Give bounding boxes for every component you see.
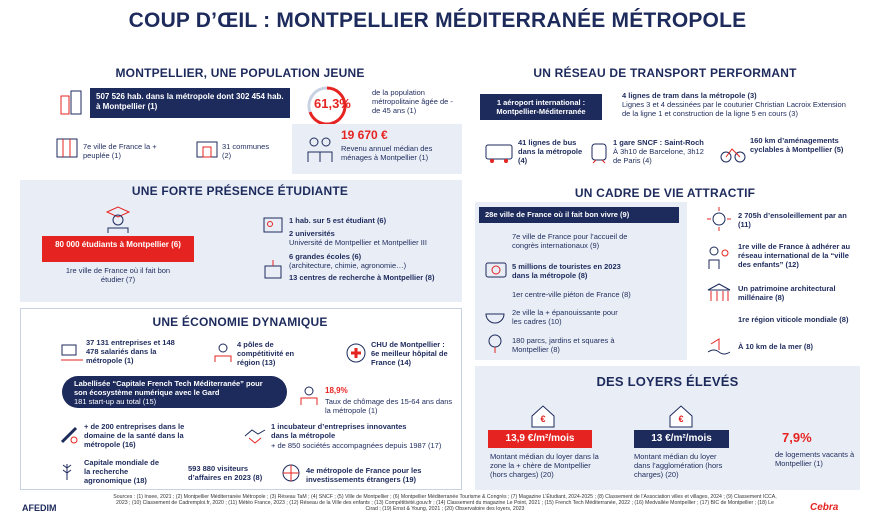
panel bbox=[475, 202, 687, 360]
item-sub: À 3h10 de Barcelone, 3h12 de Paris (4) bbox=[613, 147, 704, 165]
panel-frame bbox=[20, 308, 462, 490]
item: 180 parcs, jardins et squares à Montpell… bbox=[512, 336, 615, 354]
item: Capitale mondiale de la recherche agrono… bbox=[84, 458, 160, 485]
item: 1 gare SNCF : Saint-Roch bbox=[613, 138, 704, 147]
item: 2 universités bbox=[289, 229, 335, 238]
item-sub: Lignes 3 et 4 dessinées par le couturier… bbox=[622, 100, 846, 118]
section-title: UN RÉSEAU DE TRANSPORT PERFORMANT bbox=[533, 66, 797, 80]
item: 41 lignes de bus dans la métropole (4) bbox=[518, 138, 583, 165]
icon-monument bbox=[707, 283, 731, 301]
highlight: 28e ville de France où il fait bon vivre… bbox=[479, 207, 679, 223]
stat-value: 61,3% bbox=[314, 96, 351, 111]
icon-bike bbox=[720, 148, 746, 163]
item: 4 pôles de compétitivité en région (13) bbox=[237, 340, 295, 367]
label: Labellisée “Capitale French Tech Méditer… bbox=[74, 379, 263, 397]
item: Un patrimoine architectural millénaire (… bbox=[738, 284, 836, 302]
icon-id bbox=[263, 217, 283, 233]
item: 37 131 entreprises et 148 478 salariés d… bbox=[86, 338, 175, 365]
icon-handshake bbox=[244, 429, 266, 444]
item: + de 200 entreprises dans le domaine de … bbox=[84, 422, 185, 449]
item: 1 hab. sur 5 est étudiant (6) bbox=[289, 216, 387, 225]
icon-student bbox=[105, 206, 131, 233]
icon-people bbox=[214, 343, 232, 362]
icon-globe bbox=[282, 464, 300, 482]
icon-wheat bbox=[62, 464, 72, 480]
section-title: UNE ÉCONOMIE DYNAMIQUE bbox=[152, 315, 328, 329]
section-title: UNE FORTE PRÉSENCE ÉTUDIANTE bbox=[131, 184, 349, 198]
section-title: DES LOYERS ÉLEVÉS bbox=[596, 374, 739, 389]
item: 6 grandes écoles (6) bbox=[289, 252, 362, 261]
icon-house: € bbox=[531, 405, 555, 428]
stat-value: 18,9% bbox=[325, 386, 348, 395]
icon-bus bbox=[485, 144, 513, 163]
stat-text: 1re ville de France où il fait bon étudi… bbox=[65, 266, 171, 284]
section-title: MONTPELLIER, UNE POPULATION JEUNE bbox=[115, 66, 365, 80]
item: 593 880 visiteurs d’affaires en 2023 (8) bbox=[188, 464, 263, 482]
icon-map bbox=[56, 138, 78, 158]
item: 1re ville de France à adhérer au réseau … bbox=[738, 242, 851, 269]
stat-text: de la population métropolitaine âgée de … bbox=[372, 88, 453, 115]
icon-buildings bbox=[196, 141, 218, 158]
item: 4e métropole de France pour les investis… bbox=[306, 466, 422, 484]
item: 1 incubateur d’entreprises innovantes da… bbox=[271, 422, 407, 440]
item: (architecture, chimie, agronomie…) bbox=[289, 261, 407, 270]
section-title: UN CADRE DE VIE ATTRACTIF bbox=[574, 186, 756, 200]
rent-value: 7,9% bbox=[782, 430, 812, 445]
item: 2e ville la + épanouissante pour les cad… bbox=[512, 308, 618, 326]
rent-text: de logements vacants à Montpellier (1) bbox=[775, 450, 855, 468]
highlight: 80 000 étudiants à Montpellier (6) bbox=[42, 236, 194, 262]
item: 5 millions de touristes en 2023 dans la … bbox=[512, 262, 621, 280]
item: 160 km d’aménagements cyclables à Montpe… bbox=[750, 136, 844, 154]
item: 1er centre-ville piéton de France (8) bbox=[512, 290, 631, 299]
stat-text: Taux de chômage des 15-64 ans dans la mé… bbox=[325, 397, 453, 415]
icon-tree bbox=[488, 334, 502, 353]
item: 1re région viticole mondiale (8) bbox=[738, 315, 849, 324]
icon-bowl bbox=[485, 313, 505, 324]
item-sub: + de 850 sociétés accompagnées depuis 19… bbox=[271, 441, 442, 450]
icon-city bbox=[60, 90, 82, 115]
logo: Cebra bbox=[810, 502, 839, 513]
item: 4 lignes de tram dans la métropole (3) bbox=[622, 91, 757, 100]
panel bbox=[475, 366, 860, 490]
icon-family bbox=[307, 137, 333, 162]
item: Université de Montpellier et Montpellier… bbox=[289, 238, 427, 247]
item: CHU de Montpellier : 6e meilleur hôpital… bbox=[371, 340, 448, 367]
stat-text: 31 communes (2) bbox=[222, 142, 270, 160]
stat-text: Revenu annuel médian des ménages à Montp… bbox=[341, 144, 433, 162]
icon-ring bbox=[307, 86, 347, 124]
highlight: 507 526 hab. dans la métropole dont 302 … bbox=[90, 88, 290, 118]
highlight: 1 aéroport international : Montpellier-M… bbox=[480, 94, 602, 120]
item: 7e ville de France pour l’accueil de con… bbox=[512, 232, 628, 250]
icon-sun bbox=[707, 207, 731, 231]
rent-value: 13 €/m²/mois bbox=[634, 430, 729, 448]
rent-text: Montant médian du loyer dans la zone la … bbox=[490, 452, 599, 479]
icon-beach bbox=[707, 338, 731, 355]
page-title: COUP D’ŒIL : MONTPELLIER MÉDITERRANÉE MÉ… bbox=[128, 9, 747, 32]
icon-kids bbox=[708, 246, 729, 269]
rent-value: 13,9 €/m²/mois bbox=[488, 430, 592, 448]
label-sub: 181 start-up au total (15) bbox=[74, 397, 157, 406]
panel bbox=[292, 124, 462, 174]
highlight: Labellisée “Capitale French Tech Méditer… bbox=[62, 376, 287, 408]
logo: AFEDIM bbox=[22, 503, 57, 513]
icon-lab bbox=[264, 260, 282, 279]
icon-health bbox=[60, 426, 78, 444]
stat-text: 7e ville de France la + peuplée (1) bbox=[83, 142, 157, 160]
svg-text:€: € bbox=[540, 414, 545, 424]
item: 2 705h d’ensoleillement par an (11) bbox=[738, 211, 847, 229]
sources: Sources : (1) Insee, 2021 ; (2) Montpell… bbox=[113, 494, 777, 513]
icon-train bbox=[591, 143, 607, 164]
item: À 10 km de la mer (8) bbox=[738, 342, 814, 351]
rent-text: Montant médian du loyer dans l’aggloméra… bbox=[634, 452, 723, 479]
icon-worker bbox=[300, 386, 318, 405]
item: 13 centres de recherche à Montpellier (8… bbox=[289, 273, 435, 282]
icon-camera bbox=[485, 262, 507, 278]
icon-desk bbox=[61, 344, 83, 361]
icon-house: € bbox=[669, 405, 693, 428]
svg-text:€: € bbox=[678, 414, 683, 424]
stat-value: 19 670 € bbox=[341, 128, 388, 142]
icon-hospital bbox=[346, 343, 366, 363]
